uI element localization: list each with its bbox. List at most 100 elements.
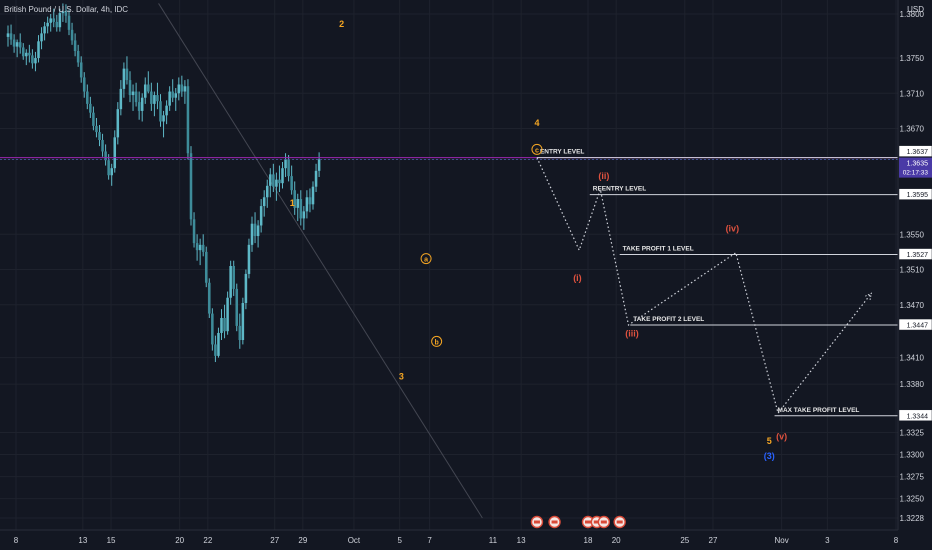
wave-label[interactable]: (ii) <box>598 171 609 181</box>
current-price-badge <box>899 157 932 178</box>
candle-body <box>34 58 37 64</box>
candle-body <box>6 33 10 37</box>
price-tick: 1.3275 <box>900 473 925 482</box>
candle-body <box>55 21 59 28</box>
level-label-maxtp: MAX TAKE PROFIT LEVEL <box>778 407 860 414</box>
event-1-icon-mark <box>533 520 540 524</box>
wave-labels[interactable]: 2 1 3 4 5 a b c (i) (ii) (iii) (iv) (v)(3) <box>290 19 787 461</box>
time-tick: 25 <box>680 536 689 545</box>
price-axis[interactable]: USD 1.3800 1.3750 1.3710 1.3670 1.3550 1.3510… <box>897 0 932 530</box>
candle-body <box>98 132 101 140</box>
event-badges[interactable] <box>530 515 626 529</box>
wave-label[interactable]: 5 <box>767 436 772 446</box>
price-tick: 1.3710 <box>900 89 925 98</box>
candle-body <box>238 325 242 341</box>
candle-body <box>174 93 178 98</box>
candle-body <box>265 185 269 198</box>
candle-body <box>247 244 251 274</box>
candles <box>6 3 321 363</box>
wave-label[interactable]: (v) <box>776 432 787 442</box>
grid-lines <box>0 0 898 530</box>
time-tick: 15 <box>107 536 116 545</box>
wave-label[interactable]: (i) <box>573 273 582 283</box>
candle-body <box>12 39 16 47</box>
candle-body <box>40 33 43 42</box>
candle-body <box>275 179 278 187</box>
price-tick: 1.3800 <box>900 10 925 19</box>
price-tick: 1.3325 <box>900 429 925 438</box>
wave-label[interactable]: 2 <box>339 19 344 29</box>
candle-body <box>284 159 287 169</box>
candle-body <box>241 303 245 341</box>
wave-label[interactable]: a <box>424 257 428 264</box>
candle-body <box>82 77 86 92</box>
candle-body <box>253 223 257 237</box>
candle-body <box>140 97 144 111</box>
candle-body <box>256 225 260 237</box>
candle-body <box>204 251 208 283</box>
candle-body <box>250 223 254 245</box>
wave-label[interactable]: 3 <box>399 372 404 382</box>
candle-body <box>73 40 77 52</box>
level-label-tp1: TAKE PROFIT 1 LEVEL <box>623 246 694 253</box>
price-tick: 1.3750 <box>900 54 925 63</box>
candle-body <box>296 199 300 208</box>
time-axis-background <box>0 530 932 550</box>
candle-body <box>159 101 162 122</box>
candle-body <box>229 266 232 298</box>
wave-label[interactable]: 4 <box>534 118 539 128</box>
candle-body <box>134 91 138 103</box>
candle-body <box>86 91 89 104</box>
price-tag-text-maxtp: 1.3344 <box>907 413 929 420</box>
candle-body <box>79 62 83 78</box>
candle-body <box>128 80 132 96</box>
candle-body <box>272 174 275 187</box>
price-tick: 1.3300 <box>900 451 925 460</box>
trendline-segment[interactable] <box>158 3 483 519</box>
wave-label[interactable]: (iii) <box>625 328 639 338</box>
candle-body <box>153 95 156 104</box>
price-tag-text-entry: 1.3637 <box>907 149 929 156</box>
candle-body <box>150 91 153 104</box>
candle-body <box>281 168 284 184</box>
candle-body <box>92 112 95 126</box>
candle-body <box>101 140 104 152</box>
candle-body <box>201 244 205 252</box>
price-tag-entry <box>898 145 932 157</box>
time-tick: 3 <box>825 536 830 545</box>
wave-label[interactable]: (3) <box>764 451 775 461</box>
symbol-title[interactable]: British Pound / U.S. Dollar, 4h, IDC <box>4 5 128 14</box>
price-tag-maxtp <box>898 409 932 422</box>
candle-body <box>15 42 19 47</box>
trendline[interactable] <box>158 3 483 519</box>
projection-dotted-path[interactable] <box>536 157 872 415</box>
wave-label[interactable]: b <box>434 339 438 346</box>
currency-label: USD <box>907 5 924 14</box>
price-tick: 1.3670 <box>900 125 925 134</box>
time-axis[interactable]: 8 13 15 20 22 27 29 Oct 5 7 11 13 18 20 25 27 Nov 3 8 <box>0 529 932 550</box>
price-tag-tp2 <box>898 318 932 331</box>
candle-body <box>58 13 62 28</box>
wave-circle-b <box>431 335 443 347</box>
candle-body <box>162 115 165 122</box>
price-tag-text-tp2: 1.3447 <box>907 323 929 330</box>
candle-body <box>95 125 98 133</box>
time-tick: Oct <box>348 536 361 545</box>
wave-label[interactable]: 1 <box>290 198 295 208</box>
wave-label[interactable]: c <box>535 147 539 154</box>
candle-body <box>64 11 68 16</box>
time-tick: 7 <box>427 536 432 545</box>
projection-path[interactable] <box>536 157 873 415</box>
wave-label[interactable]: (iv) <box>726 224 740 234</box>
candle-body <box>259 206 263 226</box>
wave-circle-c <box>531 143 543 155</box>
level-lines[interactable]: ENTRY LEVEL REENTRY LEVEL TAKE PROFIT 1 LE… <box>536 149 898 417</box>
candle-body <box>168 91 171 106</box>
candle-body <box>113 137 117 169</box>
event-3-icon-mark <box>585 520 591 524</box>
price-axis-background <box>898 0 932 530</box>
time-tick: 18 <box>584 536 593 545</box>
time-tick: 22 <box>203 536 212 545</box>
